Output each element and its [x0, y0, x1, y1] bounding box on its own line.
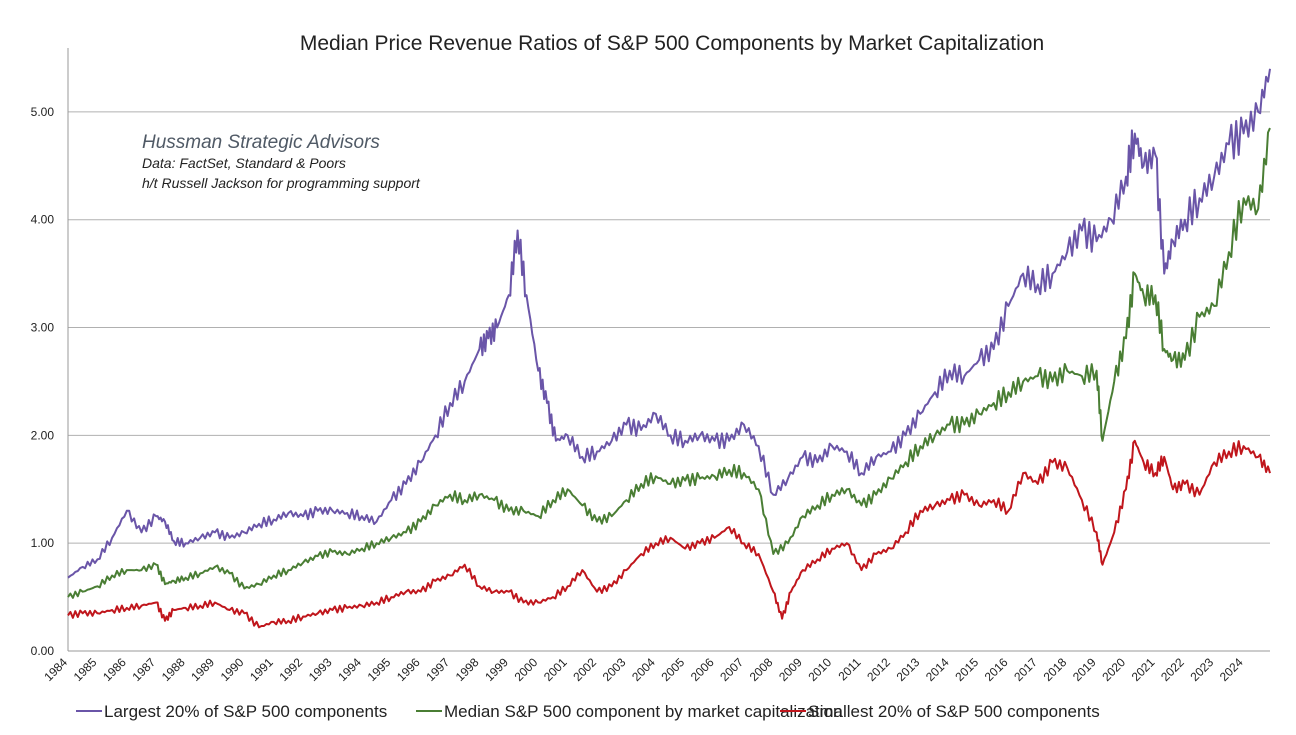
source-annotation: Hussman Strategic Advisors Data: FactSet… — [142, 132, 421, 191]
y-tick-label: 4.00 — [31, 213, 55, 227]
annotation-data-source: Data: FactSet, Standard & Poors — [142, 155, 346, 171]
series-line-0 — [67, 68, 1271, 579]
series-line-2 — [67, 439, 1271, 629]
y-tick-label: 2.00 — [31, 428, 55, 442]
series-line-1 — [67, 127, 1271, 599]
legend: Largest 20% of S&P 500 components Median … — [76, 702, 1100, 721]
y-tick-label: 5.00 — [31, 105, 55, 119]
y-tick-labels: 0.00 1.00 2.00 3.00 4.00 5.00 — [31, 105, 55, 658]
annotation-credit: h/t Russell Jackson for programming supp… — [142, 175, 421, 191]
y-tick-label: 3.00 — [31, 321, 55, 335]
legend-label-1: Median S&P 500 component by market capit… — [444, 702, 842, 721]
legend-label-0: Largest 20% of S&P 500 components — [104, 702, 387, 721]
y-tick-label: 0.00 — [31, 644, 55, 658]
series-lines — [67, 68, 1271, 629]
annotation-author: Hussman Strategic Advisors — [142, 132, 380, 153]
y-tick-label: 1.00 — [31, 536, 55, 550]
legend-label-2: Smallest 20% of S&P 500 components — [808, 702, 1100, 721]
chart-title: Median Price Revenue Ratios of S&P 500 C… — [300, 32, 1044, 55]
